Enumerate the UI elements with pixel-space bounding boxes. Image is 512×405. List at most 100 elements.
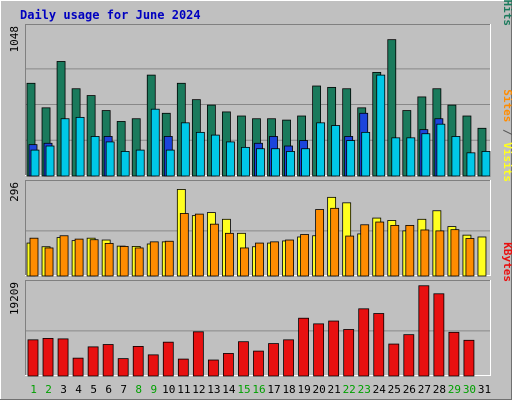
x-tick-label: 29 bbox=[448, 383, 461, 396]
series-sites bbox=[29, 207, 475, 277]
bar-pages-day-21 bbox=[331, 125, 341, 177]
bar-pages-day-29 bbox=[451, 136, 461, 177]
bar-sites-day-14 bbox=[225, 232, 234, 277]
bar-kbytes-day-20 bbox=[313, 323, 325, 377]
bar-kbytes-day-1 bbox=[27, 339, 39, 377]
bar-sites-day-30 bbox=[465, 238, 475, 277]
series-pages bbox=[30, 74, 491, 177]
bar-sites-day-2 bbox=[44, 247, 54, 277]
bar-pages-day-2 bbox=[45, 145, 55, 177]
bar-kbytes-day-15 bbox=[238, 341, 249, 377]
bar-pages-day-13 bbox=[210, 134, 220, 177]
x-tick-label: 9 bbox=[150, 383, 157, 396]
x-tick-label: 14 bbox=[222, 383, 236, 396]
x-tick-label: 27 bbox=[418, 383, 431, 396]
x-tick-label: 24 bbox=[373, 383, 387, 396]
kbytes-axis-legend: KBytes bbox=[501, 242, 512, 282]
bar-pages-day-30 bbox=[466, 152, 476, 177]
x-tick-label: 8 bbox=[135, 383, 142, 396]
x-tick-label: 20 bbox=[313, 383, 326, 396]
visits-legend-part: / bbox=[501, 122, 512, 142]
x-tick-label: 30 bbox=[463, 383, 476, 396]
x-tick-label: 21 bbox=[328, 383, 341, 396]
bar-kbytes-day-16 bbox=[253, 350, 264, 377]
bar-sites-day-17 bbox=[270, 241, 279, 277]
bar-sites-day-5 bbox=[89, 239, 99, 277]
x-tick-label: 13 bbox=[207, 383, 220, 396]
bar-kbytes-day-25 bbox=[388, 343, 400, 377]
bar-pages-day-19 bbox=[301, 148, 310, 177]
x-tick-label: 7 bbox=[120, 383, 127, 396]
bar-kbytes-day-19 bbox=[298, 317, 309, 377]
chart-panels: 1048 Pages / Files / Hits 296 Sites / Visit… bbox=[8, 0, 512, 377]
bar-kbytes-day-17 bbox=[268, 343, 279, 377]
x-tick-label: 1 bbox=[30, 383, 37, 396]
x-tick-label: 17 bbox=[267, 383, 280, 396]
visits-axis-legend: Sites / Visits bbox=[501, 89, 512, 182]
bar-pages-day-26 bbox=[406, 137, 416, 177]
panel-hits: 1048 Pages / Files / Hits bbox=[8, 0, 512, 177]
hits-ymax-label: 1048 bbox=[8, 26, 21, 53]
bar-pages-day-27 bbox=[421, 133, 431, 177]
x-tick-label: 26 bbox=[403, 383, 416, 396]
bar-pages-day-24 bbox=[376, 74, 386, 177]
bar-sites-day-25 bbox=[390, 224, 400, 277]
bar-pages-day-25 bbox=[391, 137, 401, 177]
bar-pages-day-1 bbox=[30, 149, 40, 177]
bar-kbytes-day-24 bbox=[373, 313, 385, 377]
bar-pages-day-28 bbox=[436, 123, 446, 177]
bar-sites-day-26 bbox=[405, 224, 415, 277]
bar-kbytes-day-12 bbox=[192, 331, 204, 377]
x-tick-label: 22 bbox=[343, 383, 356, 396]
x-tick-label: 18 bbox=[282, 383, 295, 396]
chart-title: Daily usage for June 2024 bbox=[20, 8, 201, 22]
bar-kbytes-day-18 bbox=[283, 339, 294, 377]
x-tick-label: 5 bbox=[90, 383, 97, 396]
bar-kbytes-day-28 bbox=[433, 293, 445, 377]
bar-kbytes-day-6 bbox=[102, 344, 114, 377]
bar-sites-day-23 bbox=[360, 224, 370, 277]
bar-sites-day-7 bbox=[119, 246, 129, 277]
bar-sites-day-28 bbox=[435, 230, 445, 277]
x-tick-label: 15 bbox=[237, 383, 250, 396]
bar-pages-day-4 bbox=[75, 116, 85, 177]
bar-kbytes-day-2 bbox=[42, 338, 54, 377]
bar-sites-day-4 bbox=[74, 238, 84, 277]
bar-pages-day-31 bbox=[481, 151, 491, 177]
bar-pages-day-9 bbox=[150, 108, 160, 177]
bar-pages-day-14 bbox=[226, 141, 235, 177]
bar-sites-day-8 bbox=[134, 247, 144, 277]
bar-sites-day-19 bbox=[300, 234, 309, 277]
bar-pages-day-17 bbox=[271, 148, 280, 177]
bar-sites-day-29 bbox=[450, 229, 460, 277]
bar-sites-day-18 bbox=[285, 239, 294, 277]
bar-sites-day-10 bbox=[164, 240, 174, 277]
bar-pages-day-7 bbox=[120, 151, 130, 177]
x-tick-label: 6 bbox=[105, 383, 112, 396]
x-tick-label: 28 bbox=[433, 383, 446, 396]
bar-kbytes-day-7 bbox=[117, 358, 129, 377]
bar-pages-day-12 bbox=[195, 131, 205, 177]
x-tick-label: 16 bbox=[252, 383, 265, 396]
x-tick-label: 19 bbox=[297, 383, 310, 396]
bar-kbytes-day-29 bbox=[448, 331, 460, 377]
bar-sites-day-27 bbox=[420, 229, 430, 277]
visits-legend-part: Sites bbox=[501, 89, 512, 122]
bar-kbytes-day-30 bbox=[463, 339, 475, 377]
x-tick-label: 11 bbox=[177, 383, 190, 396]
x-axis-day-labels: 1 2 3 4 5 6 7 8 9 10 11 12 13 14 15 16 17 18 19 20 21 22 23 24 2… bbox=[30, 383, 491, 396]
bar-kbytes-day-3 bbox=[57, 338, 69, 377]
bar-pages-day-11 bbox=[180, 122, 190, 177]
bar-kbytes-day-5 bbox=[87, 346, 99, 377]
bar-kbytes-day-11 bbox=[177, 358, 189, 377]
kbytes-legend-part: KBytes bbox=[501, 242, 512, 282]
visits-legend-part: Visits bbox=[501, 142, 512, 182]
bar-kbytes-day-10 bbox=[162, 341, 174, 377]
bar-kbytes-day-4 bbox=[72, 357, 84, 377]
bar-kbytes-day-21 bbox=[328, 320, 340, 377]
bar-sites-day-15 bbox=[240, 247, 249, 277]
bar-sites-day-13 bbox=[209, 223, 219, 277]
bar-pages-day-23 bbox=[361, 131, 371, 177]
hits-axis-legend: Pages / Files / Hits bbox=[501, 0, 512, 26]
